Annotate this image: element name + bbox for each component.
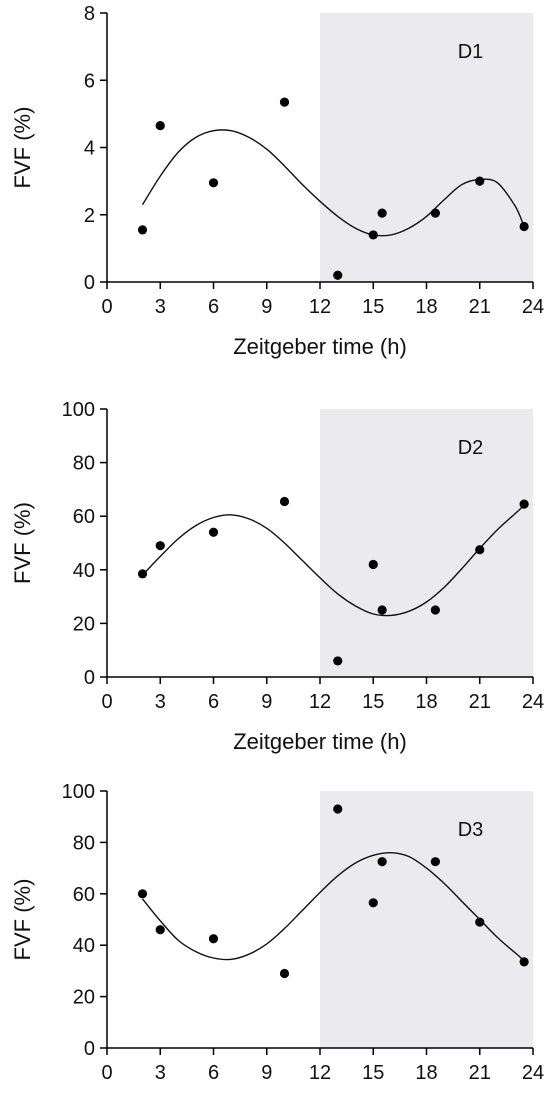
y-tick-label: 100 bbox=[62, 781, 95, 803]
x-tick-label: 12 bbox=[309, 1062, 331, 1084]
y-axis-title: FVF (%) bbox=[10, 502, 35, 584]
data-point bbox=[333, 270, 343, 280]
x-tick-label: 12 bbox=[309, 296, 331, 318]
data-point bbox=[137, 569, 148, 579]
x-tick-label: 3 bbox=[155, 691, 166, 713]
x-tick-label: 12 bbox=[309, 691, 331, 713]
x-tick-label: 3 bbox=[155, 1062, 166, 1084]
data-point bbox=[430, 857, 440, 867]
y-tick-label: 20 bbox=[73, 987, 95, 1009]
data-point bbox=[475, 545, 485, 555]
x-tick-label: 18 bbox=[415, 296, 437, 318]
x-tick-label: 9 bbox=[261, 1062, 272, 1084]
x-tick-label: 0 bbox=[101, 296, 112, 318]
x-tick-label: 0 bbox=[101, 691, 112, 713]
x-tick-label: 9 bbox=[261, 296, 272, 318]
y-tick-label: 0 bbox=[84, 667, 95, 689]
x-tick-label: 6 bbox=[208, 296, 219, 318]
data-point bbox=[155, 925, 165, 935]
y-axis-title: FVF (%) bbox=[10, 107, 35, 189]
data-point bbox=[377, 605, 387, 615]
fit-curve bbox=[141, 504, 525, 617]
data-point bbox=[430, 605, 440, 615]
data-point bbox=[333, 656, 343, 666]
data-point bbox=[137, 225, 148, 235]
y-tick-label: 0 bbox=[84, 1038, 95, 1060]
x-tick-label: 15 bbox=[362, 691, 384, 713]
data-point bbox=[519, 499, 529, 509]
data-point bbox=[377, 208, 387, 218]
data-point bbox=[279, 97, 290, 107]
shaded-region bbox=[320, 409, 533, 677]
y-tick-label: 8 bbox=[84, 3, 95, 25]
y-tick-label: 0 bbox=[84, 272, 95, 294]
fit-curve bbox=[141, 851, 525, 962]
chart-panel-3: 0 20 40 60 80 100 0 3 6 9 12 15 18 21 24 FVF (%) D3 bbox=[10, 781, 544, 1084]
y-tick-label: 40 bbox=[73, 560, 95, 582]
panel-label: D2 bbox=[458, 437, 484, 459]
x-tick-label: 18 bbox=[415, 691, 437, 713]
data-point bbox=[137, 889, 148, 899]
data-point bbox=[333, 804, 343, 814]
x-tick-label: 24 bbox=[522, 296, 544, 318]
y-tick-label: 60 bbox=[73, 884, 95, 906]
y-tick-label: 20 bbox=[73, 613, 95, 635]
y-tick-label: 80 bbox=[73, 453, 95, 475]
y-tick-label: 100 bbox=[62, 399, 95, 421]
shaded-region bbox=[320, 13, 533, 282]
panel-label: D3 bbox=[458, 819, 484, 841]
x-tick-label: 0 bbox=[101, 1062, 112, 1084]
x-tick-label: 15 bbox=[362, 1062, 384, 1084]
y-tick-label: 40 bbox=[73, 935, 95, 957]
data-point bbox=[475, 176, 485, 186]
y-tick-label: 60 bbox=[73, 506, 95, 528]
data-point bbox=[519, 221, 529, 232]
data-point bbox=[279, 496, 290, 507]
x-tick-label: 9 bbox=[261, 691, 272, 713]
data-point bbox=[519, 957, 529, 967]
x-tick-label: 21 bbox=[469, 691, 491, 713]
y-tick-label: 4 bbox=[84, 138, 95, 160]
y-tick-label: 80 bbox=[73, 832, 95, 854]
fit-curve bbox=[141, 129, 525, 237]
data-point bbox=[208, 178, 219, 188]
y-tick-label: 6 bbox=[84, 70, 95, 92]
panel-label: D1 bbox=[458, 41, 484, 63]
x-axis-title: Zeitgeber time (h) bbox=[233, 729, 407, 754]
data-point bbox=[368, 559, 378, 570]
data-point bbox=[377, 857, 387, 867]
data-point bbox=[368, 898, 378, 908]
data-point bbox=[279, 968, 290, 979]
x-tick-label: 24 bbox=[522, 1062, 544, 1084]
data-point bbox=[155, 121, 165, 131]
shaded-region bbox=[320, 791, 533, 1048]
data-point bbox=[208, 527, 219, 537]
data-point bbox=[430, 208, 440, 218]
y-axis-title: FVF (%) bbox=[10, 879, 35, 961]
data-point bbox=[368, 230, 378, 240]
x-tick-label: 3 bbox=[155, 296, 166, 318]
x-tick-label: 6 bbox=[208, 691, 219, 713]
data-point bbox=[208, 934, 219, 944]
data-point bbox=[475, 917, 485, 927]
x-tick-label: 15 bbox=[362, 296, 384, 318]
x-tick-label: 24 bbox=[522, 691, 544, 713]
y-tick-label: 2 bbox=[84, 205, 95, 227]
x-tick-label: 6 bbox=[208, 1062, 219, 1084]
x-tick-label: 21 bbox=[469, 296, 491, 318]
data-point bbox=[155, 541, 165, 551]
x-axis-title: Zeitgeber time (h) bbox=[233, 334, 407, 359]
x-tick-label: 21 bbox=[469, 1062, 491, 1084]
chart-panel-2: 0 20 40 60 80 100 0 3 6 9 12 15 18 21 24 FVF (%) Zeitgeb… bbox=[10, 399, 544, 754]
x-tick-label: 18 bbox=[415, 1062, 437, 1084]
